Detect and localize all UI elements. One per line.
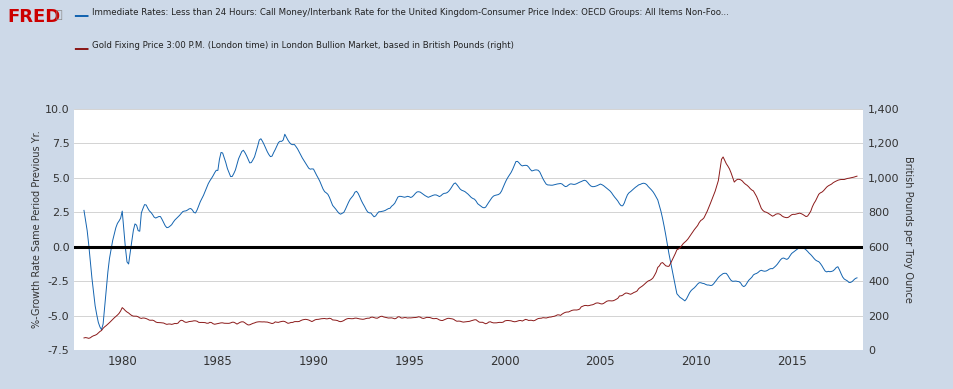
Text: Gold Fixing Price 3:00 P.M. (London time) in London Bullion Market, based in Bri: Gold Fixing Price 3:00 P.M. (London time… <box>91 41 513 50</box>
Y-axis label: British Pounds per Troy Ounce: British Pounds per Troy Ounce <box>902 156 912 303</box>
Text: Immediate Rates: Less than 24 Hours: Call Money/Interbank Rate for the United Ki: Immediate Rates: Less than 24 Hours: Cal… <box>91 8 727 17</box>
Text: —: — <box>73 8 89 23</box>
Text: FRED: FRED <box>8 8 61 26</box>
Text: —: — <box>73 41 89 56</box>
Text: 〜: 〜 <box>55 10 62 20</box>
Y-axis label: %-Growth Rate Same Period Previous Yr.: %-Growth Rate Same Period Previous Yr. <box>32 131 42 328</box>
